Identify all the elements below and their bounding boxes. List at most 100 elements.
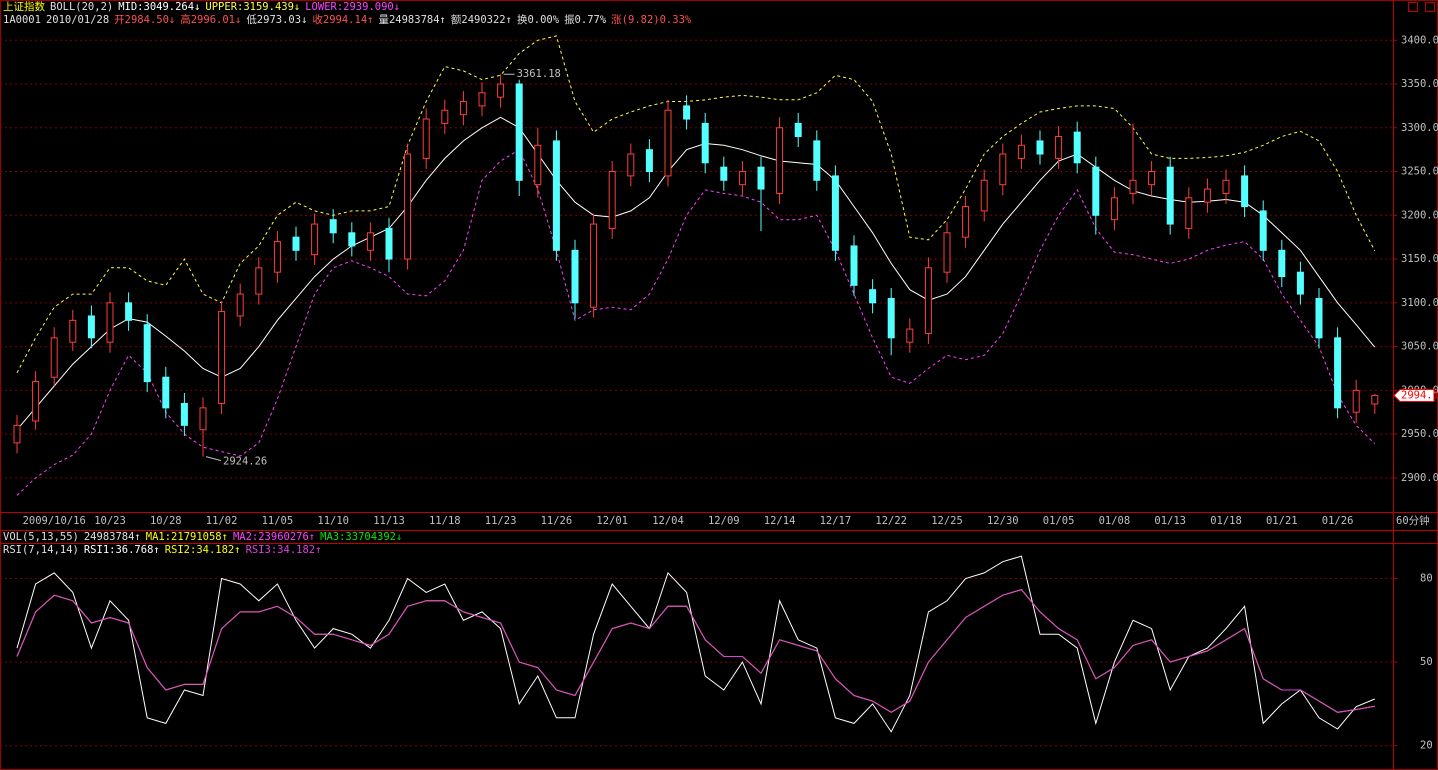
legend-entry: LOWER:2939.090↓ (305, 1, 400, 13)
candle-body (497, 83, 505, 98)
quote-field: 低2973.03↓ (246, 13, 307, 26)
x-tick-label: 12/22 (875, 515, 907, 527)
quote-field: 收2994.14↑ (312, 13, 373, 26)
candle-body (776, 127, 784, 194)
candle-body (13, 424, 21, 444)
candle-body (441, 109, 449, 124)
candle-body (1278, 249, 1286, 278)
legend-entry: RSI1:36.768↑ (84, 544, 160, 556)
x-tick-label: 12/04 (652, 515, 684, 527)
indicator-name: BOLL(20,2) (50, 1, 113, 13)
x-tick-label: 01/18 (1210, 515, 1242, 527)
boll-line (16, 148, 1376, 496)
y-tick-label: 20 (1420, 740, 1433, 752)
candle-body (794, 122, 802, 138)
candle-body (1185, 197, 1193, 229)
candle-body (720, 166, 728, 181)
indicator-name: RSI(7,14,14) (3, 544, 79, 556)
y-tick-label: 2900.0 (1401, 472, 1438, 484)
candle-body (738, 171, 746, 186)
quote-field: 额2490322↑ (451, 13, 512, 26)
last-price-label: 2994.1 (1401, 389, 1438, 401)
candle-body (1203, 188, 1211, 203)
low-annotation: 2924.26 (223, 456, 267, 468)
candle-body (329, 219, 337, 234)
legend-entry: MID:3049.264↓ (118, 1, 200, 13)
x-tick-label: 12/01 (596, 515, 628, 527)
candle-body (534, 144, 542, 186)
y-tick-label: 3400.0 (1401, 34, 1438, 46)
candle-body (571, 249, 579, 304)
candle-body (459, 101, 467, 116)
candle-body (125, 302, 133, 321)
high-annotation: 3361.18 (517, 68, 561, 80)
legend-entry: RSI3:34.182↑ (246, 544, 322, 556)
candle-body (422, 118, 430, 159)
x-tick-label: 2009/10/16 (23, 515, 86, 527)
y-tick-label: 3100.0 (1401, 297, 1438, 309)
y-tick-label: 3200.0 (1401, 209, 1438, 221)
window-button[interactable] (1408, 2, 1418, 12)
candle-body (683, 105, 691, 120)
y-tick-label: 3300.0 (1401, 122, 1438, 134)
y-tick-label: 3350.0 (1401, 78, 1438, 90)
candle-body (924, 267, 932, 334)
candle-body (385, 227, 393, 260)
x-tick-label: 11/26 (541, 515, 573, 527)
volume-field: 24983784↑ (84, 531, 141, 543)
window-button[interactable] (1425, 2, 1435, 12)
candle-body (850, 245, 858, 286)
x-tick-label: 11/02 (206, 515, 238, 527)
candle-body (1036, 140, 1044, 155)
candle-body (590, 223, 598, 308)
x-tick-label: 01/13 (1154, 515, 1186, 527)
candle-body (143, 324, 151, 383)
annotation-leader (205, 456, 222, 462)
x-tick-label: 01/26 (1322, 515, 1354, 527)
candle-body (1334, 337, 1342, 409)
candle-body (1129, 179, 1137, 194)
candle-body (999, 153, 1007, 186)
last-price-tag (1393, 388, 1435, 402)
candle-body (311, 223, 319, 256)
y-tick-label: 3150.0 (1401, 253, 1438, 265)
candle-body (1166, 166, 1174, 225)
candle-body (218, 311, 226, 404)
candle-body (32, 381, 40, 422)
x-tick-label: 11/10 (317, 515, 349, 527)
y-tick-label: 3250.0 (1401, 166, 1438, 178)
candle-body (236, 293, 244, 317)
candle-body (1092, 166, 1100, 216)
candle-body (869, 289, 877, 304)
x-tick-label: 11/23 (485, 515, 517, 527)
x-tick-label: 10/28 (150, 515, 182, 527)
x-unit-label: 60分钟 (1396, 514, 1430, 527)
candle-body (980, 179, 988, 212)
volume-field: MA1:21791058↑ (146, 531, 228, 543)
candle-body (1017, 144, 1025, 159)
candle-body (1259, 210, 1267, 251)
candle-body (199, 407, 207, 431)
quote-field: 振0.77% (564, 13, 607, 26)
x-tick-label: 12/25 (931, 515, 963, 527)
x-tick-label: 10/23 (94, 515, 126, 527)
boll-line (16, 116, 1376, 431)
candle-body (1073, 131, 1081, 164)
candle-body (478, 92, 486, 107)
candle-body (1241, 175, 1249, 208)
candle-body (813, 140, 821, 181)
x-tick-label: 11/05 (262, 515, 294, 527)
candle-body (887, 297, 895, 339)
candle-body (608, 171, 616, 229)
candle-body (1148, 171, 1156, 186)
y-tick-label: 50 (1420, 656, 1433, 668)
quote-field: 涨(9.82)0.33% (611, 14, 692, 26)
candle-body (1352, 389, 1360, 413)
candle-body (106, 302, 114, 343)
quote-field: 2010/01/28 (46, 14, 109, 26)
volume-field: VOL(5,13,55) (3, 531, 79, 543)
boll-line (16, 35, 1376, 374)
x-tick-label: 12/30 (987, 515, 1019, 527)
